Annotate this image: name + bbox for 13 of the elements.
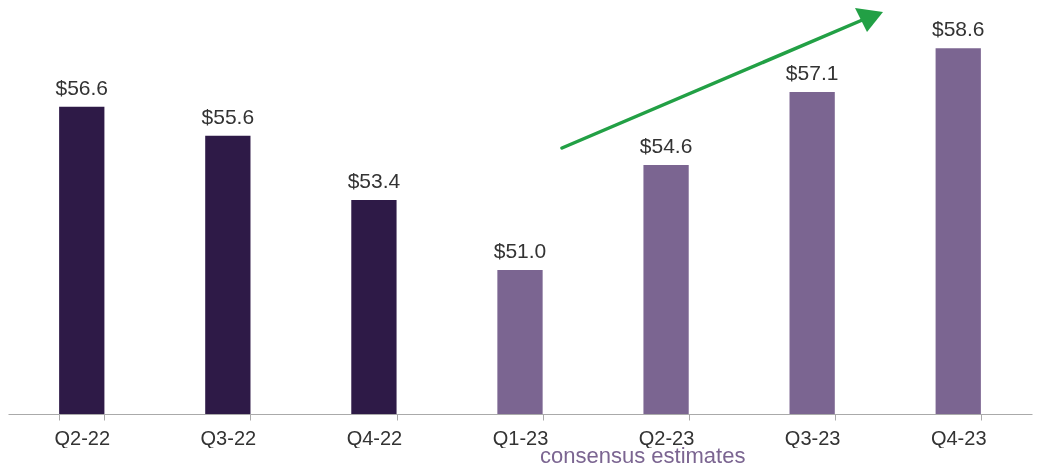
x-tick-label: Q4-23 (930, 426, 987, 449)
data-label: $54.6 (639, 133, 693, 157)
data-label: $55.6 (201, 104, 255, 128)
x-tick-label: Q2-22 (54, 426, 111, 449)
data-label: $58.6 (931, 17, 985, 41)
x-tick-label: Q4-22 (346, 426, 403, 449)
x-tick-label: Q3-22 (200, 426, 257, 449)
data-label: $51.0 (493, 238, 547, 262)
data-label: $53.4 (347, 168, 401, 192)
x-tick-label: Q3-23 (784, 426, 841, 449)
x-tick-label: Q1-23 (492, 426, 549, 449)
data-label: $57.1 (785, 61, 839, 85)
data-label: $56.6 (55, 75, 109, 99)
